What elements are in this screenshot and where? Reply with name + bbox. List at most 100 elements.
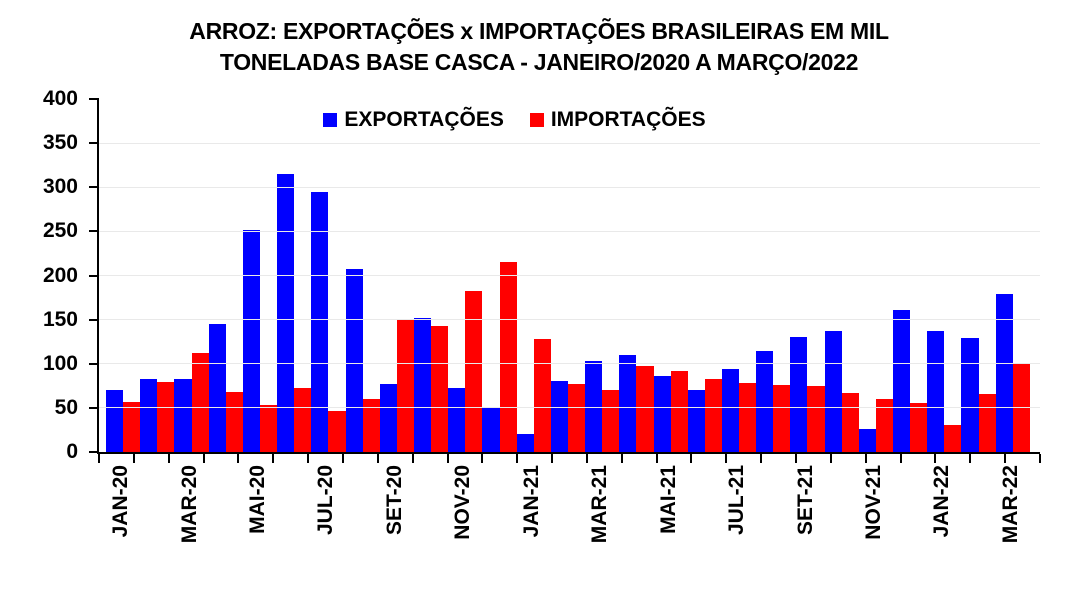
y-axis-tick bbox=[89, 406, 99, 409]
export-bar bbox=[961, 338, 979, 452]
legend-label-exports: EXPORTAÇÕES bbox=[344, 108, 504, 131]
y-axis-tick bbox=[89, 142, 99, 145]
chart-title-line-2: TONELADAS BASE CASCA - JANEIRO/2020 A MA… bbox=[219, 49, 859, 75]
import-bar bbox=[704, 378, 722, 452]
export-bar bbox=[448, 388, 466, 452]
export-bar bbox=[174, 378, 192, 452]
bar-group bbox=[379, 99, 414, 452]
import-bar bbox=[396, 319, 414, 452]
import-bar bbox=[567, 384, 586, 452]
export-bar bbox=[687, 390, 705, 452]
import-bar bbox=[636, 366, 654, 452]
gridline bbox=[99, 275, 1040, 276]
import-bar bbox=[225, 392, 243, 452]
bar-group bbox=[790, 99, 825, 452]
export-bar bbox=[379, 384, 397, 452]
export-bar bbox=[140, 378, 158, 452]
import-bar bbox=[602, 390, 620, 452]
x-axis-label: JAN-20 bbox=[109, 465, 133, 538]
x-axis-tick bbox=[202, 454, 205, 463]
legend-label-imports: IMPORTAÇÕES bbox=[550, 108, 706, 131]
x-axis-tick bbox=[829, 454, 832, 463]
export-bar bbox=[721, 369, 740, 452]
import-bar bbox=[773, 384, 791, 452]
x-axis-label: MAI-20 bbox=[246, 465, 269, 534]
y-axis-tick bbox=[89, 318, 99, 321]
x-axis-label: JAN-21 bbox=[519, 465, 543, 538]
y-axis-label: 200 bbox=[42, 263, 78, 287]
gridline bbox=[99, 407, 1040, 409]
legend-item-imports: IMPORTAÇÕES bbox=[529, 108, 706, 132]
bar-group bbox=[174, 99, 209, 452]
bar-group bbox=[140, 99, 175, 452]
import-bar bbox=[499, 262, 517, 452]
x-axis-tick bbox=[516, 454, 519, 463]
x-axis-label: MAR-22 bbox=[998, 465, 1022, 544]
bar-group bbox=[619, 99, 654, 452]
import-bar bbox=[191, 353, 209, 452]
bar-group bbox=[653, 99, 688, 452]
y-axis-tick bbox=[89, 274, 99, 277]
import-bar bbox=[875, 399, 894, 452]
bar-group bbox=[345, 99, 380, 452]
export-bar bbox=[482, 407, 500, 452]
y-axis-tick bbox=[89, 98, 99, 100]
export-bar bbox=[345, 269, 363, 452]
bar-group bbox=[448, 99, 483, 452]
x-axis-tick bbox=[620, 454, 623, 463]
import-bar bbox=[157, 382, 175, 452]
y-axis-tick bbox=[89, 186, 99, 189]
y-axis-label: 250 bbox=[42, 219, 78, 243]
x-axis-tick bbox=[969, 454, 972, 463]
imports-swatch-icon bbox=[529, 113, 544, 127]
gridline bbox=[99, 142, 1040, 144]
bar-group bbox=[482, 99, 517, 452]
chart-title-line-1: ARROZ: EXPORTAÇÕES x IMPORTAÇÕES BRASILE… bbox=[189, 18, 889, 44]
x-axis-label: JUL-20 bbox=[314, 465, 338, 536]
gridline bbox=[99, 363, 1040, 365]
x-axis-tick bbox=[1004, 454, 1007, 463]
export-bar bbox=[893, 309, 911, 452]
import-bar bbox=[807, 385, 825, 452]
x-axis-label: SET-20 bbox=[382, 465, 406, 536]
y-axis-label: 300 bbox=[42, 175, 78, 199]
bar-group bbox=[687, 99, 722, 452]
legend-item-exports: EXPORTAÇÕES bbox=[323, 108, 504, 132]
y-axis-tick bbox=[89, 362, 99, 365]
bar-group bbox=[208, 99, 243, 452]
export-bar bbox=[756, 350, 774, 452]
import-bar bbox=[978, 393, 996, 452]
import-bar bbox=[739, 383, 757, 452]
x-axis-tick bbox=[690, 454, 693, 463]
x-axis-tick bbox=[237, 454, 240, 463]
gridline bbox=[99, 319, 1040, 321]
chart-title: ARROZ: EXPORTAÇÕES x IMPORTAÇÕES BRASILE… bbox=[0, 16, 1078, 78]
x-axis-tick bbox=[760, 454, 763, 463]
bar-group bbox=[413, 99, 449, 452]
export-bar bbox=[106, 390, 124, 452]
import-bar bbox=[465, 290, 483, 452]
bar-group bbox=[927, 99, 962, 452]
import-bar bbox=[259, 405, 278, 452]
bar-group bbox=[893, 99, 928, 452]
gridline bbox=[99, 230, 1040, 232]
y-axis-tick bbox=[89, 451, 99, 453]
x-axis-labels: JAN-20 MAR-20 MAI-20 JUL-20 SET-20 NOV-20 JAN-… bbox=[97, 465, 1038, 585]
x-axis-tick bbox=[481, 454, 484, 463]
export-bar bbox=[277, 174, 295, 452]
export-bar bbox=[927, 331, 945, 452]
x-axis-label: MAI-21 bbox=[656, 465, 680, 534]
bar-group bbox=[721, 99, 757, 452]
x-axis-tick bbox=[446, 454, 449, 463]
x-axis-tick bbox=[934, 454, 937, 463]
import-bar bbox=[533, 339, 551, 452]
export-bar bbox=[516, 434, 534, 452]
import-bar bbox=[841, 392, 859, 452]
x-axis-label: SET-21 bbox=[793, 465, 817, 536]
export-bar bbox=[858, 429, 876, 452]
bar-group bbox=[858, 99, 894, 452]
x-axis-tick bbox=[899, 454, 902, 463]
x-axis-tick bbox=[98, 454, 100, 463]
import-bar bbox=[362, 399, 380, 452]
export-bar bbox=[790, 337, 808, 452]
